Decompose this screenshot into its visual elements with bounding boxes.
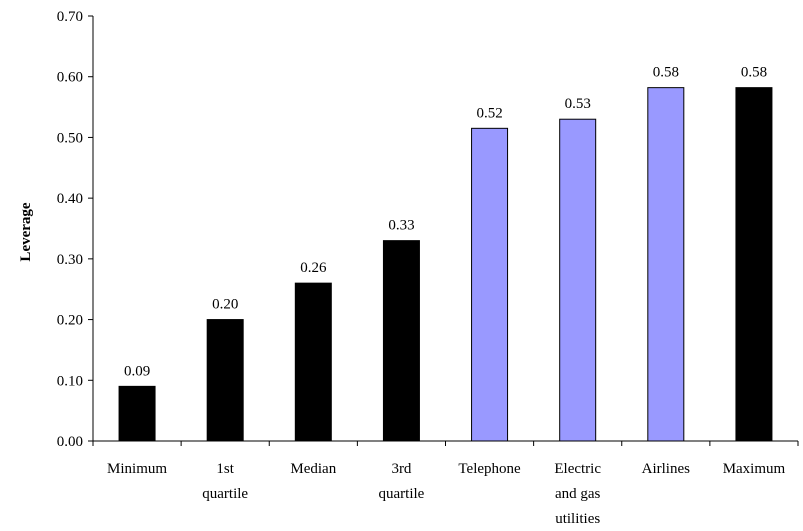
category-label: Minimum (107, 461, 167, 477)
category-label: Electric and gas utilities (554, 461, 601, 527)
y-tick-label: 0.20 (57, 313, 83, 329)
data-label: 0.09 (124, 363, 150, 379)
data-label: 0.26 (300, 260, 327, 276)
bar (735, 87, 773, 442)
data-label: 0.58 (741, 65, 767, 81)
bar (647, 87, 685, 442)
y-tick-label: 0.70 (57, 9, 83, 25)
category-label: Maximum (723, 461, 786, 477)
category-label: Airlines (642, 461, 690, 477)
y-tick-label: 0.10 (57, 373, 83, 389)
data-label: 0.52 (476, 105, 502, 121)
bar (382, 240, 420, 442)
y-tick-label: 0.50 (57, 130, 83, 146)
bars (118, 87, 773, 442)
y-tick-label: 0.60 (57, 70, 83, 86)
category-label: Median (290, 461, 336, 477)
data-label: 0.20 (212, 297, 238, 313)
bar (118, 385, 156, 442)
bar (471, 127, 509, 442)
category-label: 1st quartile (202, 461, 248, 502)
y-tick-label: 0.40 (57, 191, 83, 207)
y-axis-title: Leverage (18, 202, 34, 261)
x-axis: Minimum 1st quartile Median 3rd quartile Telep… (92, 441, 799, 527)
y-tick-label: 0.00 (57, 434, 83, 450)
bar (206, 319, 244, 442)
bar (294, 282, 332, 442)
data-label: 0.58 (653, 65, 679, 81)
data-label: 0.53 (565, 96, 591, 112)
category-label: Telephone (458, 461, 521, 477)
data-labels: 0.09 0.20 0.26 0.33 0.52 0.53 0.58 0.58 (124, 65, 767, 380)
y-axis: 0.00 0.10 0.20 0.30 0.40 0.50 0.60 0.70 (57, 9, 93, 450)
bar (559, 118, 597, 442)
category-label: 3rd quartile (379, 461, 425, 502)
y-tick-label: 0.30 (57, 252, 83, 268)
data-label: 0.33 (388, 218, 414, 234)
